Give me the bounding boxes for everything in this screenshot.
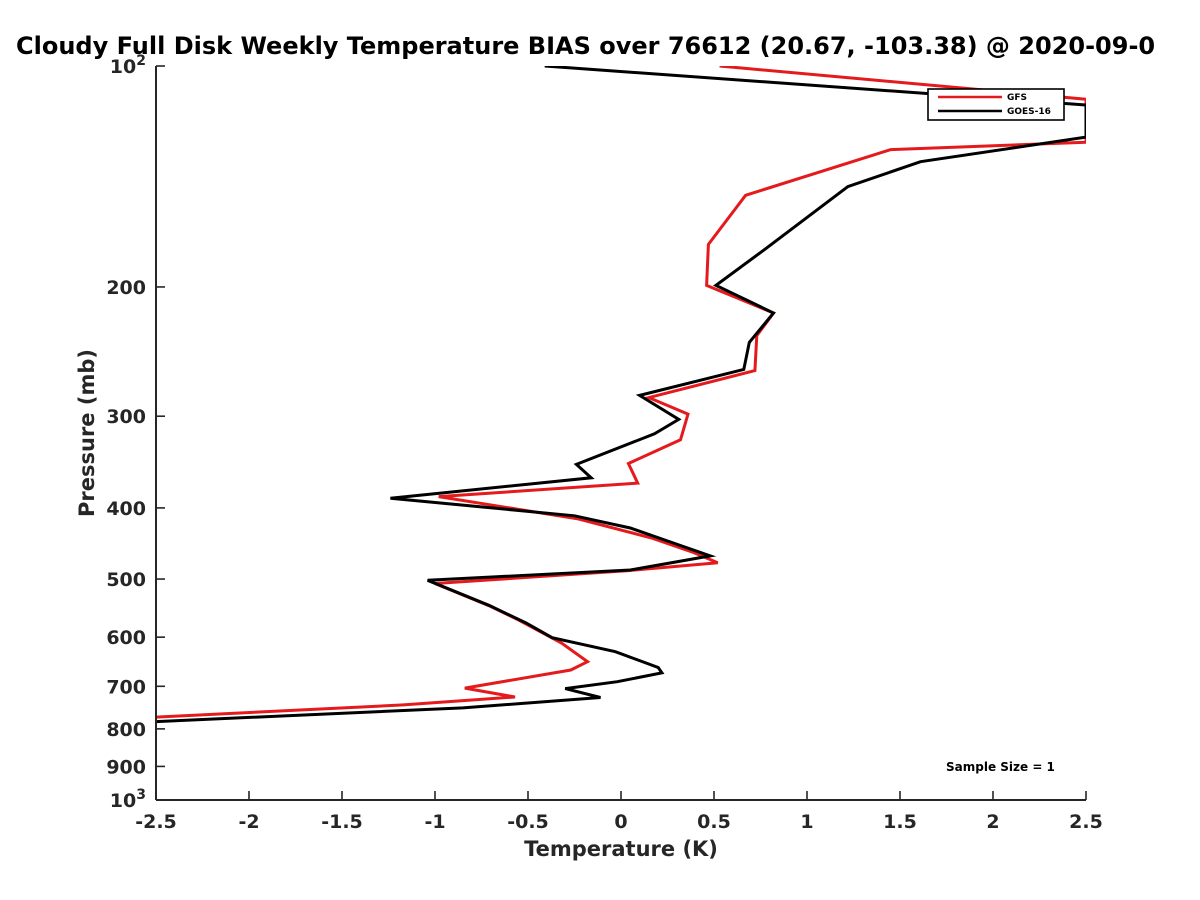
series-line-gfs <box>156 66 1086 719</box>
x-tick-label: 0 <box>614 811 627 833</box>
y-tick-label: 500 <box>106 569 146 591</box>
x-tick-label: -1.5 <box>321 811 363 833</box>
legend-label-goes-16: GOES-16 <box>1007 107 1051 117</box>
x-tick-label: 2 <box>986 811 999 833</box>
y-tick-label: 900 <box>106 756 146 778</box>
legend-label-gfs: GFS <box>1007 93 1027 103</box>
legend-box <box>927 88 1065 121</box>
x-tick-label: -2 <box>238 811 259 833</box>
legend: GFS GOES-16 <box>927 88 1065 121</box>
series-line-goes-16 <box>156 66 1086 724</box>
y-tick-label: 200 <box>106 277 146 299</box>
x-tick-label: 0.5 <box>697 811 731 833</box>
x-tick-label: -2.5 <box>135 811 177 833</box>
x-tick-label: 1 <box>800 811 813 833</box>
x-tick-label: -0.5 <box>507 811 549 833</box>
y-tick-label: 600 <box>106 627 146 649</box>
x-axis-label: Temperature (K) <box>524 837 718 861</box>
x-tick-label: 2.5 <box>1069 811 1103 833</box>
y-tick-label: 700 <box>106 676 146 698</box>
x-axis-ticks: -2.5 -2 -1.5 -1 -0.5 0 0.5 1 1.5 2 2.5 <box>135 791 1103 833</box>
chart-title: Cloudy Full Disk Weekly Temperature BIAS… <box>16 32 1155 60</box>
y-tick-label: 800 <box>106 719 146 741</box>
y-tick-label: 400 <box>106 498 146 520</box>
sample-size-annotation: Sample Size = 1 <box>946 760 1055 774</box>
y-tick-label: 103 <box>110 787 146 812</box>
series-layer <box>156 66 1086 724</box>
y-axis-ticks: 102 200 300 400 500 600 700 800 900 103 <box>106 53 165 812</box>
y-axis-label: Pressure (mb) <box>75 349 99 517</box>
x-tick-label: 1.5 <box>883 811 917 833</box>
x-tick-label: -1 <box>424 811 445 833</box>
y-tick-label: 300 <box>106 406 146 428</box>
plot-area: -2.5 -2 -1.5 -1 -0.5 0 0.5 1 1.5 2 2.5 102 200 300 40… <box>106 53 1103 833</box>
y-tick-label: 102 <box>110 53 146 78</box>
